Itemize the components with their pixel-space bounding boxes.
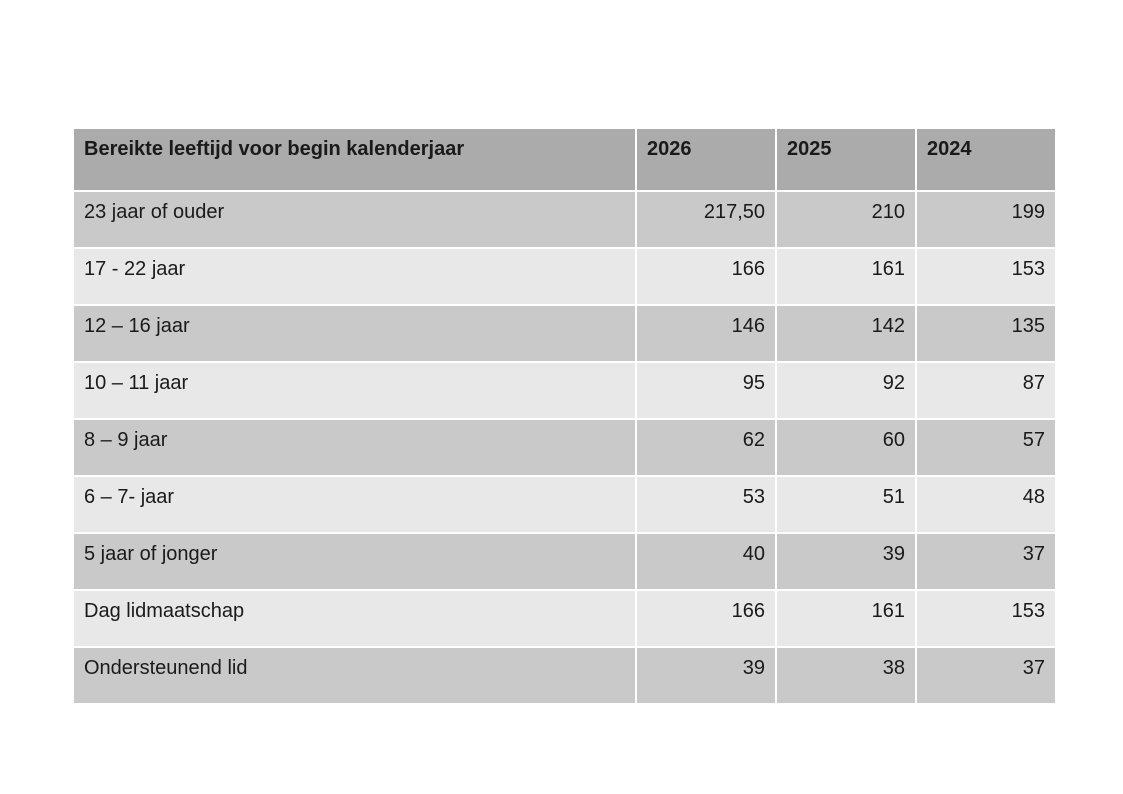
value-cell-2025: 92 [775,361,917,420]
table-row: 6 – 7- jaar 53 51 48 [72,475,1057,534]
row-label-cell: 10 – 11 jaar [72,361,637,420]
header-year-2025: 2025 [775,127,917,192]
value-cell-2025: 142 [775,304,917,363]
value-cell-2025: 60 [775,418,917,477]
row-label-cell: 23 jaar of ouder [72,190,637,249]
table-row: 5 jaar of jonger 40 39 37 [72,532,1057,591]
table-row: Dag lidmaatschap 166 161 153 [72,589,1057,648]
value-cell-2026: 217,50 [635,190,777,249]
value-cell-2024: 57 [915,418,1057,477]
value-cell-2025: 51 [775,475,917,534]
table-row: 17 - 22 jaar 166 161 153 [72,247,1057,306]
value-cell-2025: 38 [775,646,917,705]
table-row: 12 – 16 jaar 146 142 135 [72,304,1057,363]
header-row: Bereikte leeftijd voor begin kalenderjaa… [72,127,1057,192]
value-cell-2026: 146 [635,304,777,363]
value-cell-2026: 62 [635,418,777,477]
value-cell-2024: 87 [915,361,1057,420]
value-cell-2026: 166 [635,589,777,648]
value-cell-2024: 153 [915,247,1057,306]
value-cell-2026: 53 [635,475,777,534]
value-cell-2024: 48 [915,475,1057,534]
value-cell-2024: 37 [915,646,1057,705]
value-cell-2024: 37 [915,532,1057,591]
row-label-cell: Ondersteunend lid [72,646,637,705]
value-cell-2024: 199 [915,190,1057,249]
value-cell-2026: 166 [635,247,777,306]
value-cell-2025: 210 [775,190,917,249]
row-label-cell: 8 – 9 jaar [72,418,637,477]
row-label-cell: 17 - 22 jaar [72,247,637,306]
header-year-2024: 2024 [915,127,1057,192]
value-cell-2025: 161 [775,247,917,306]
header-age-label: Bereikte leeftijd voor begin kalenderjaa… [72,127,637,192]
membership-fees-table-container: Bereikte leeftijd voor begin kalenderjaa… [72,127,1057,705]
table-row: 23 jaar of ouder 217,50 210 199 [72,190,1057,249]
value-cell-2024: 135 [915,304,1057,363]
value-cell-2025: 161 [775,589,917,648]
value-cell-2026: 95 [635,361,777,420]
row-label-cell: 6 – 7- jaar [72,475,637,534]
header-year-2026: 2026 [635,127,777,192]
table-row: 10 – 11 jaar 95 92 87 [72,361,1057,420]
row-label-cell: 12 – 16 jaar [72,304,637,363]
table-row: 8 – 9 jaar 62 60 57 [72,418,1057,477]
table-row: Ondersteunend lid 39 38 37 [72,646,1057,705]
membership-fees-table: Bereikte leeftijd voor begin kalenderjaa… [72,127,1057,705]
value-cell-2026: 39 [635,646,777,705]
value-cell-2025: 39 [775,532,917,591]
row-label-cell: 5 jaar of jonger [72,532,637,591]
value-cell-2026: 40 [635,532,777,591]
value-cell-2024: 153 [915,589,1057,648]
row-label-cell: Dag lidmaatschap [72,589,637,648]
